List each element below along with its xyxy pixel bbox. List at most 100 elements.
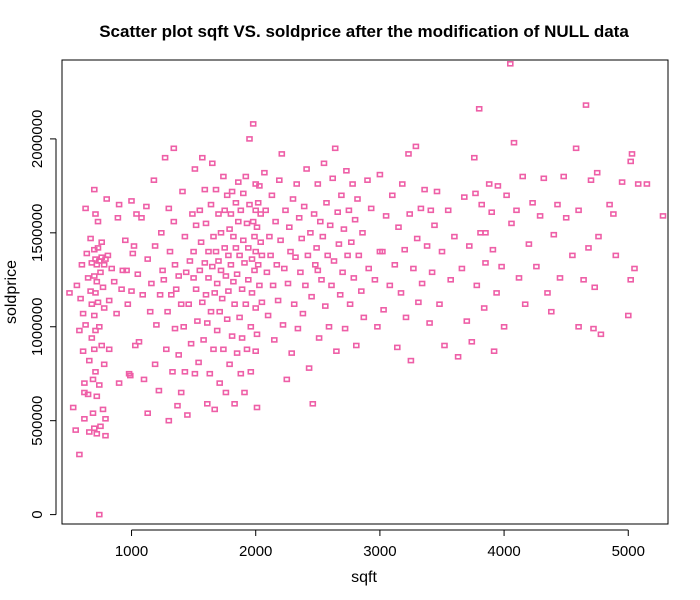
data-point: [124, 301, 132, 308]
data-point: [627, 276, 635, 283]
data-point: [102, 415, 109, 422]
data-point: [550, 231, 558, 238]
data-point: [307, 230, 314, 236]
data-point: [129, 250, 137, 257]
data-point: [97, 423, 104, 430]
x-tick-label: 5000: [612, 543, 645, 560]
data-point: [533, 263, 540, 270]
data-point: [66, 290, 73, 296]
data-point: [228, 333, 236, 339]
data-point: [151, 243, 159, 249]
data-point: [186, 258, 194, 264]
data-point: [240, 190, 247, 197]
data-point: [233, 350, 241, 356]
data-point: [521, 301, 529, 308]
data-point: [226, 226, 233, 232]
data-point: [98, 239, 105, 245]
data-point: [227, 261, 235, 268]
data-point: [428, 269, 436, 276]
data-point: [72, 427, 79, 433]
data-point: [274, 297, 282, 304]
data-point: [314, 181, 322, 187]
data-point: [113, 310, 120, 317]
data-point: [241, 260, 248, 266]
data-point: [93, 278, 101, 285]
data-point: [485, 181, 493, 187]
data-point: [181, 233, 189, 240]
data-point: [202, 220, 210, 227]
data-point: [295, 215, 303, 221]
data-point: [252, 248, 259, 255]
data-point: [105, 346, 113, 353]
data-point: [105, 297, 113, 304]
data-point: [146, 308, 154, 315]
data-point: [202, 291, 210, 298]
data-point: [309, 400, 317, 407]
data-point: [251, 233, 258, 240]
data-point: [151, 361, 159, 368]
data-point: [221, 245, 228, 251]
data-point: [226, 361, 233, 368]
data-point: [127, 372, 134, 379]
data-point: [93, 393, 101, 400]
data-point: [489, 246, 497, 253]
data-point: [230, 233, 237, 240]
data-point: [351, 216, 359, 223]
data-point: [194, 318, 201, 324]
data-point: [172, 286, 180, 293]
data-point: [575, 207, 582, 214]
data-point: [86, 429, 93, 435]
data-point: [482, 230, 489, 236]
data-point: [587, 177, 595, 183]
data-point: [264, 312, 272, 319]
data-point: [210, 346, 217, 353]
data-point: [242, 301, 250, 308]
data-point: [96, 323, 103, 330]
data-point: [544, 290, 551, 296]
data-point: [192, 286, 200, 293]
data-point: [88, 301, 96, 308]
data-point: [468, 338, 476, 345]
data-point: [631, 265, 638, 272]
data-point: [610, 211, 617, 217]
data-point: [493, 290, 500, 296]
data-point: [339, 269, 346, 276]
data-point: [235, 179, 242, 185]
data-point: [252, 207, 259, 214]
data-point: [423, 243, 431, 249]
data-point: [364, 177, 371, 183]
data-point: [398, 181, 406, 187]
data-point: [98, 342, 105, 349]
data-point: [374, 323, 381, 330]
data-point: [391, 261, 399, 268]
data-point: [86, 357, 93, 364]
data-point: [254, 200, 262, 206]
data-point: [272, 218, 279, 225]
data-point: [480, 305, 488, 311]
data-point: [367, 205, 375, 212]
data-point: [197, 239, 205, 245]
data-point: [215, 211, 222, 217]
data-point: [102, 432, 109, 439]
data-point: [556, 275, 564, 281]
data-point: [284, 280, 292, 287]
data-point: [233, 271, 241, 278]
data-point: [263, 269, 271, 276]
data-point: [169, 368, 176, 375]
data-point: [168, 291, 175, 298]
data-point: [164, 308, 171, 315]
data-point: [221, 207, 228, 214]
data-point: [421, 186, 428, 193]
data-point: [343, 168, 350, 174]
data-point: [336, 291, 344, 298]
data-point: [144, 410, 151, 417]
data-point: [88, 335, 96, 341]
data-point: [237, 207, 245, 214]
data-point: [93, 430, 101, 437]
data-point: [200, 337, 207, 343]
data-point: [412, 143, 420, 150]
data-point: [187, 340, 195, 347]
data-point: [215, 258, 222, 264]
data-point: [254, 261, 262, 268]
data-point: [355, 252, 363, 259]
